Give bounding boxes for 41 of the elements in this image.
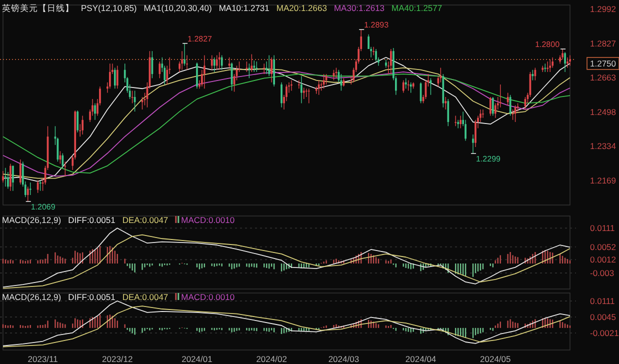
annotation: 1.2800 (535, 40, 560, 50)
y-tick-label: -0.003 (590, 268, 614, 278)
y-tick-label: 0.0012 (590, 254, 616, 265)
text: MA10:1.2731 (218, 3, 270, 13)
x-tick-label: 2024/01 (182, 354, 213, 364)
legend-label: MACD:0.0010 (181, 215, 235, 225)
y-tick-label: 0.0052 (590, 242, 616, 252)
series-label: DEA:0.0047 (122, 215, 168, 225)
annotation: PSY(12,10,85) (81, 3, 137, 13)
y-tick-label: 1.2827 (590, 38, 616, 48)
y-tick-label: 1.2992 (590, 4, 616, 14)
series-label: DEA:0.0047 (122, 292, 168, 302)
x-tick-label: 2023/12 (102, 354, 134, 364)
x-tick-label: 2024/03 (328, 354, 360, 364)
y-tick-label: 1.2663 (590, 72, 616, 83)
y-tick-label: 0.0111 (590, 296, 616, 306)
annotation: 1.2893 (364, 20, 390, 30)
x-tick-label: 2023/11 (28, 354, 58, 364)
annotation: 1.2069 (30, 202, 56, 212)
text: MA30:1.2613 (334, 3, 385, 13)
y-tick-label: 1.2498 (590, 106, 616, 117)
legend-title: MA1(10,20,30,40) (144, 3, 212, 13)
y-tick-label: -0.0021 (590, 328, 619, 338)
x-tick-label: 2024/02 (256, 354, 288, 364)
text: MA20:1.2663 (276, 3, 328, 13)
legend-title: MACD(26,12,9) (2, 215, 62, 225)
annotation: 1.2827 (188, 34, 213, 44)
x-tick-label: 2024/04 (405, 354, 436, 364)
x-tick-label: 2024/05 (480, 354, 512, 364)
legend-title: MACD(26,12,9) (2, 292, 62, 302)
y-tick-label: 1.2169 (590, 176, 616, 186)
chart-title: 英镑美元【日线】 (2, 3, 74, 13)
ref-line-label: 1.2750 (590, 58, 616, 68)
text: MA40:1.2577 (392, 3, 442, 13)
y-tick-label: 1.2334 (590, 141, 616, 152)
series-label: DIFF:0.0051 (68, 292, 116, 302)
y-tick-label: 0.0111 (590, 223, 616, 234)
legend-label: MACD:0.0010 (181, 292, 235, 302)
series-label: DIFF:0.0051 (68, 215, 116, 225)
y-tick-label: 0.0045 (590, 312, 616, 322)
annotation: 1.2299 (476, 154, 502, 164)
